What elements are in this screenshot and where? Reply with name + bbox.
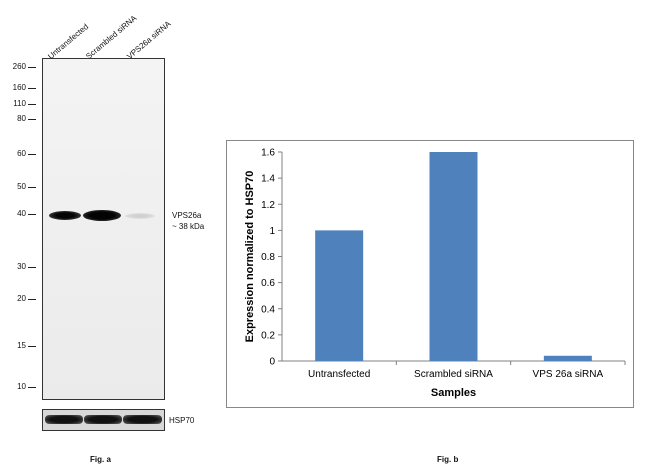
band-vps26a-sirna <box>125 213 155 219</box>
mw-marker-260: 260 <box>12 62 26 71</box>
hsp70-band-1 <box>45 415 83 424</box>
y-tick-label-7: 1.4 <box>261 174 275 185</box>
y-axis-title: Expression normalized to HSP70 <box>244 171 256 343</box>
band-label-size: ~ 38 kDa <box>172 222 205 231</box>
mw-marker-80: 80 <box>17 114 26 123</box>
band-untransfected <box>49 211 81 220</box>
y-tick-label-3: 0.6 <box>261 278 275 289</box>
fig-a-caption: Fig. a <box>90 455 111 464</box>
mw-tick-110 <box>28 104 36 105</box>
bar-chart: 0 0.2 0.4 0.6 0.8 1 1.2 1.4 1.6 Untransfected Scra… <box>244 148 626 399</box>
y-tick-label-6: 1.2 <box>261 200 275 211</box>
chart-frame: 0 0.2 0.4 0.6 0.8 1 1.2 1.4 1.6 Untransfected Scra… <box>226 140 634 408</box>
mw-tick-80 <box>28 119 36 120</box>
mw-marker-20: 20 <box>17 294 26 303</box>
mw-tick-15 <box>28 346 36 347</box>
lane-label-untransfected: Untransfected <box>46 22 91 61</box>
band-label-name: VPS26a <box>172 211 202 220</box>
mw-marker-30: 30 <box>17 262 26 271</box>
x-tick-label-0: Untransfected <box>308 369 370 380</box>
y-tick-label-2: 0.4 <box>261 304 275 315</box>
mw-tick-40 <box>28 214 36 215</box>
mw-tick-60 <box>28 154 36 155</box>
mw-marker-15: 15 <box>17 341 26 350</box>
main-blot <box>42 58 165 400</box>
x-axis-title: Samples <box>431 387 476 399</box>
bar-0 <box>315 230 364 361</box>
mw-marker-50: 50 <box>17 182 26 191</box>
mw-tick-160 <box>28 88 36 89</box>
mw-marker-160: 160 <box>12 83 26 92</box>
mw-tick-20 <box>28 299 36 300</box>
mw-marker-60: 60 <box>17 149 26 158</box>
y-tick-label-4: 0.8 <box>261 252 275 263</box>
mw-tick-30 <box>28 267 36 268</box>
mw-tick-260 <box>28 67 36 68</box>
y-tick-label-1: 0.2 <box>261 330 275 341</box>
x-tick-label-1: Scrambled siRNA <box>414 369 493 380</box>
y-tick-label-8: 1.6 <box>261 148 275 159</box>
fig-b-caption: Fig. b <box>437 455 459 464</box>
mw-tick-10 <box>28 387 36 388</box>
loading-control-label: HSP70 <box>169 416 195 425</box>
mw-tick-50 <box>28 187 36 188</box>
hsp70-band-3 <box>123 415 162 424</box>
hsp70-band-2 <box>84 415 122 424</box>
mw-marker-10: 10 <box>17 382 26 391</box>
bar-1 <box>429 152 478 361</box>
y-tick-label-0: 0 <box>269 357 275 368</box>
mw-marker-110: 110 <box>13 99 26 108</box>
bar-2 <box>543 355 592 361</box>
loading-control-blot <box>42 409 165 431</box>
band-scrambled-sirna <box>83 210 121 221</box>
x-tick-label-2: VPS 26a siRNA <box>533 369 604 380</box>
mw-marker-40: 40 <box>17 209 26 218</box>
y-tick-label-5: 1 <box>269 226 275 237</box>
